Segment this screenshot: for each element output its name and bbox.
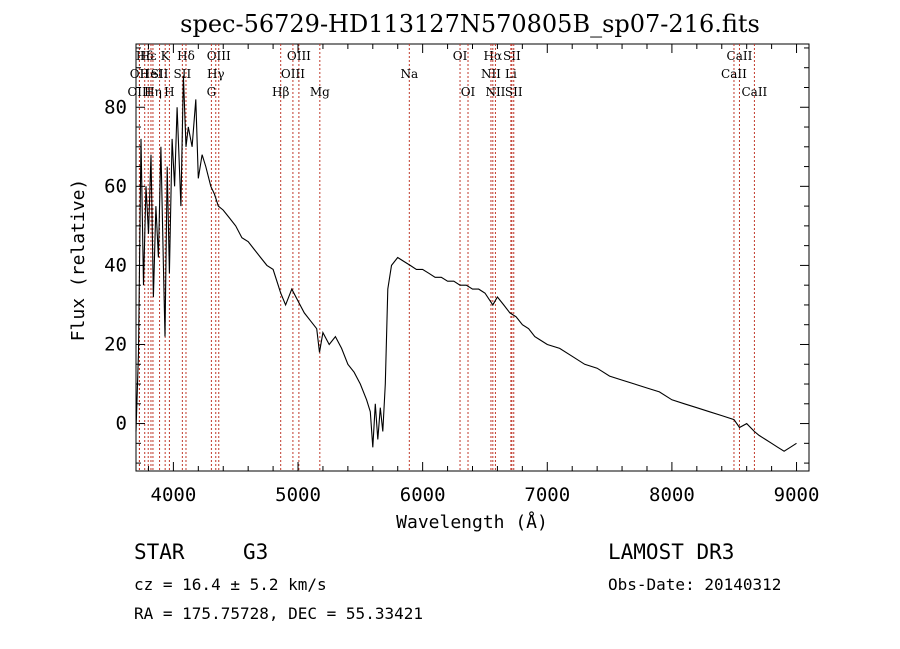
spectral-line-label: Hη [144, 85, 162, 99]
object-type: STAR [134, 540, 185, 564]
y-tick-label: 60 [104, 175, 127, 197]
x-tick-label: 6000 [400, 484, 446, 506]
spectral-line-label: Hε [140, 49, 157, 63]
coordinates: RA = 175.75728, DEC = 55.33421 [134, 604, 423, 623]
spectral-line-label: Hδ [136, 49, 154, 63]
spectral-line-label: Hγ [207, 67, 225, 81]
y-tick-label: 80 [104, 96, 127, 118]
spectral-line-label: OIII [287, 49, 311, 63]
spectral-line-label: NII [481, 67, 501, 81]
spectral-line-label: OIII [207, 49, 231, 63]
x-tick-label: 7000 [524, 484, 570, 506]
spectral-line-label: Mg [310, 85, 330, 99]
x-tick-label: 4000 [151, 484, 197, 506]
observation-date: Obs-Date: 20140312 [608, 575, 781, 594]
spectral-line-label: OIII [281, 67, 305, 81]
x-tick-label: 9000 [774, 484, 820, 506]
spectral-line-label: CaII [741, 85, 767, 99]
chart-title: spec-56729-HD113127N570805B_sp07-216.fit… [180, 10, 760, 38]
redshift-value: cz = 16.4 ± 5.2 km/s [134, 575, 327, 594]
y-axis-label: Flux (relative) [68, 179, 89, 342]
y-tick-label: 20 [104, 333, 127, 355]
spectral-subclass: G3 [243, 540, 268, 564]
spectral-line-label: SII [151, 67, 169, 81]
spectral-line-label: SII [503, 49, 521, 63]
y-tick-label: 0 [116, 413, 127, 435]
spectral-line-label: Li [505, 67, 517, 81]
survey-name: LAMOST DR3 [608, 540, 734, 564]
spectral-line-label: H [164, 85, 174, 99]
spectral-line-label: HeI [140, 67, 163, 81]
spectral-line-label: Na [400, 67, 418, 81]
spectral-line-label: CaII [721, 67, 747, 81]
spectral-line-label: Hδ [177, 49, 195, 63]
spectral-line-label: NII [485, 85, 505, 99]
spectral-line-label: OI [461, 85, 476, 99]
spectral-line-label: Hβ [272, 85, 289, 99]
spectral-line-label: SII [174, 67, 192, 81]
flux-series-line [135, 75, 797, 452]
spectral-line-label: OI [453, 49, 468, 63]
spectral-line-label: G [207, 85, 217, 99]
x-tick-label: 8000 [649, 484, 695, 506]
x-axis-label: Wavelength (Å) [396, 511, 548, 533]
y-tick-label: 40 [104, 254, 127, 276]
spectral-line-label: Hα [484, 49, 503, 63]
spectral-line-label: OIII [127, 85, 151, 99]
spectral-line-label: K [161, 49, 171, 63]
x-tick-label: 5000 [275, 484, 321, 506]
spectral-line-label: CaII [727, 49, 753, 63]
plot-frame [135, 43, 810, 472]
spectral-line-label: SII [505, 85, 523, 99]
